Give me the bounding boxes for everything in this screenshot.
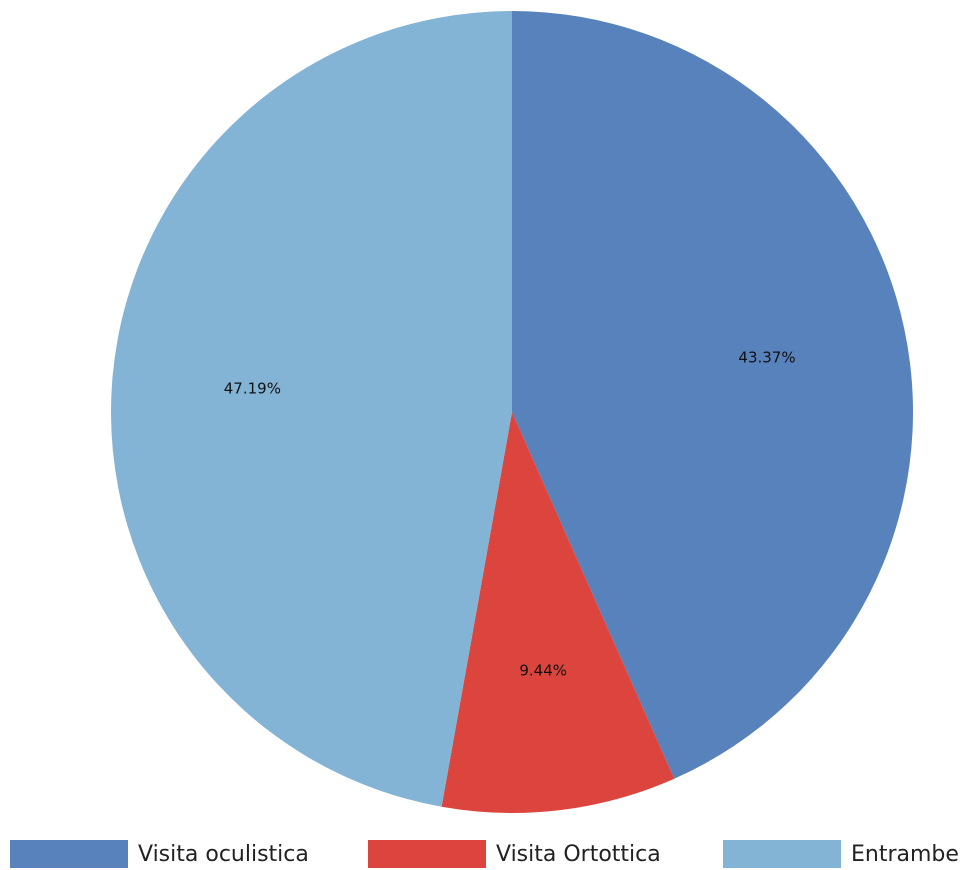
data-label-visita-oculistica: 43.37%: [738, 349, 795, 367]
legend-label-visita-ortottica: Visita Ortottica: [496, 841, 661, 867]
legend-swatch-visita-oculistica: [10, 840, 128, 868]
legend-item-visita-oculistica[interactable]: Visita oculistica: [10, 838, 309, 870]
legend-label-entrambe: Entrambe: [851, 841, 959, 867]
legend: Visita oculistica Visita Ortottica Entra…: [0, 838, 965, 870]
legend-label-visita-oculistica: Visita oculistica: [138, 841, 309, 867]
pie-slice-visita-ortottica[interactable]: [441, 412, 675, 813]
data-label-entrambe: 47.19%: [224, 380, 281, 398]
legend-swatch-entrambe: [723, 840, 841, 868]
legend-item-entrambe[interactable]: Entrambe: [723, 838, 959, 870]
legend-item-visita-ortottica[interactable]: Visita Ortottica: [368, 838, 661, 870]
pie-slice-visita-oculistica[interactable]: [512, 11, 914, 779]
pie-chart: 43.37% 9.44% 47.19%: [110, 11, 914, 813]
pie-slice-entrambe[interactable]: [110, 11, 512, 807]
data-label-visita-ortottica: 9.44%: [519, 661, 567, 679]
legend-swatch-visita-ortottica: [368, 840, 486, 868]
